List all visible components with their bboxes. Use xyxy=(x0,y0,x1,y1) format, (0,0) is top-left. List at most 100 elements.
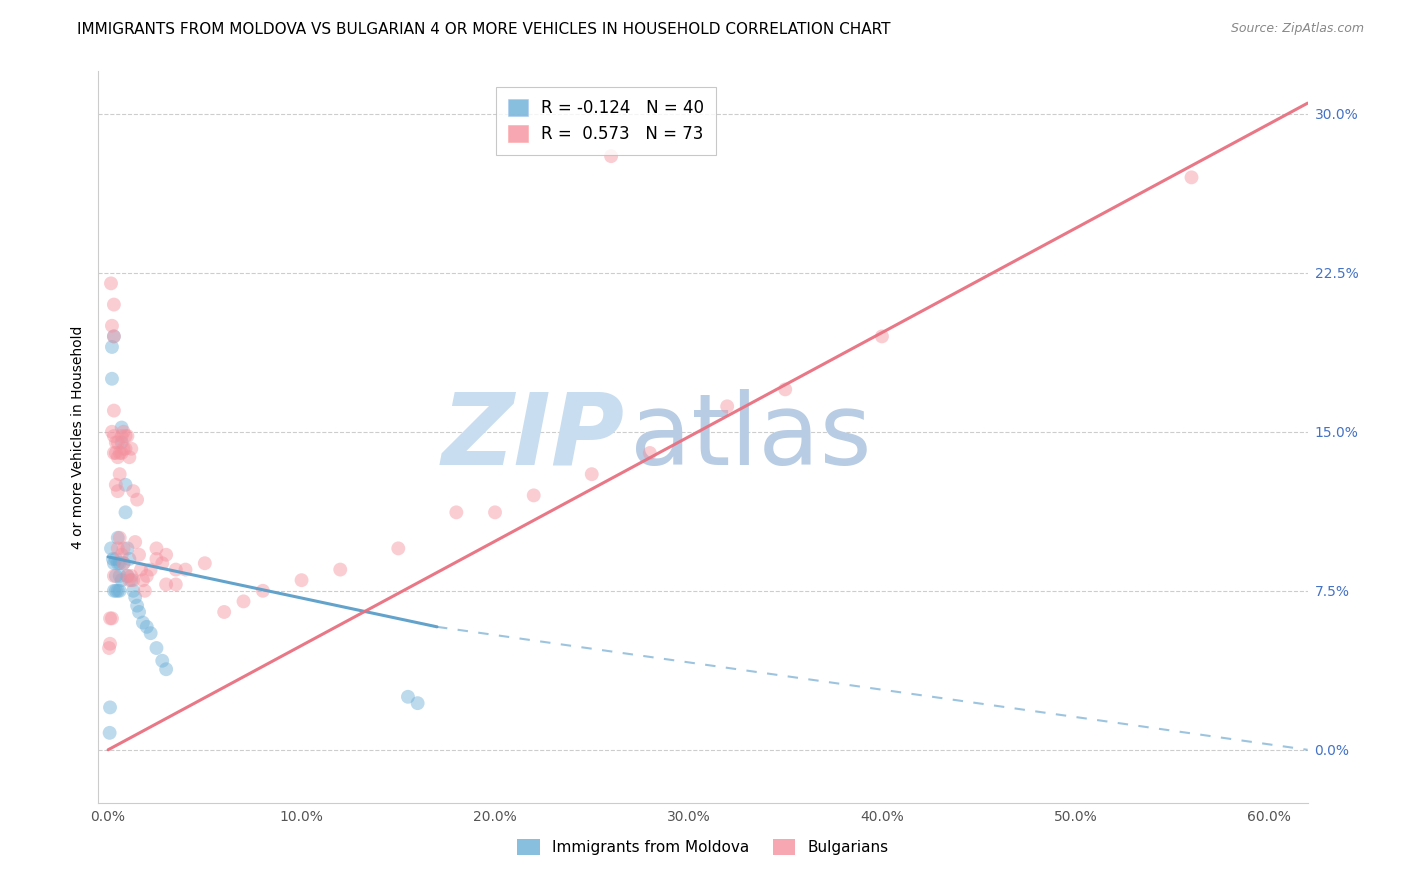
Point xyxy=(117,541,139,556)
Point xyxy=(128,605,150,619)
Point xyxy=(108,467,131,482)
Point xyxy=(132,573,155,587)
Point xyxy=(132,615,155,630)
Point xyxy=(118,450,141,465)
Point xyxy=(101,340,124,354)
Text: atlas: atlas xyxy=(630,389,872,485)
Point xyxy=(329,563,352,577)
Point xyxy=(120,569,142,583)
Point xyxy=(396,690,419,704)
Point xyxy=(406,696,429,710)
Point xyxy=(1180,170,1202,185)
Point xyxy=(103,446,125,460)
Point xyxy=(103,329,125,343)
Point xyxy=(212,605,235,619)
Point xyxy=(104,435,127,450)
Point xyxy=(252,583,274,598)
Point xyxy=(103,569,125,583)
Point xyxy=(139,626,162,640)
Point xyxy=(108,446,131,460)
Point xyxy=(139,563,162,577)
Point xyxy=(120,442,142,456)
Point xyxy=(150,556,173,570)
Point xyxy=(98,700,121,714)
Point xyxy=(103,429,125,443)
Point xyxy=(145,640,167,655)
Point xyxy=(120,573,142,587)
Point xyxy=(129,563,152,577)
Point xyxy=(122,573,145,587)
Point xyxy=(107,531,129,545)
Point xyxy=(103,403,125,417)
Point xyxy=(111,429,134,443)
Point xyxy=(101,425,124,439)
Point xyxy=(103,556,125,570)
Point xyxy=(581,467,603,482)
Point xyxy=(638,446,661,460)
Point xyxy=(124,535,146,549)
Point xyxy=(107,484,129,499)
Point xyxy=(112,425,135,439)
Point xyxy=(145,552,167,566)
Point xyxy=(104,552,127,566)
Point xyxy=(127,492,149,507)
Point xyxy=(124,590,146,604)
Point xyxy=(112,556,135,570)
Point xyxy=(150,654,173,668)
Point xyxy=(107,435,129,450)
Point xyxy=(165,577,187,591)
Point xyxy=(387,541,409,556)
Point xyxy=(98,640,121,655)
Text: ZIP: ZIP xyxy=(441,389,624,485)
Point xyxy=(112,556,135,570)
Text: Source: ZipAtlas.com: Source: ZipAtlas.com xyxy=(1230,22,1364,36)
Point xyxy=(114,477,136,491)
Point xyxy=(107,541,129,556)
Point xyxy=(174,563,197,577)
Point xyxy=(155,548,177,562)
Point xyxy=(135,569,157,583)
Point xyxy=(446,505,468,519)
Point xyxy=(117,429,139,443)
Y-axis label: 4 or more Vehicles in Household: 4 or more Vehicles in Household xyxy=(70,326,84,549)
Point xyxy=(155,662,177,676)
Point xyxy=(103,297,125,311)
Text: IMMIGRANTS FROM MOLDOVA VS BULGARIAN 4 OR MORE VEHICLES IN HOUSEHOLD CORRELATION: IMMIGRANTS FROM MOLDOVA VS BULGARIAN 4 O… xyxy=(77,22,891,37)
Point xyxy=(194,556,217,570)
Point xyxy=(127,599,149,613)
Point xyxy=(118,573,141,587)
Legend: Immigrants from Moldova, Bulgarians: Immigrants from Moldova, Bulgarians xyxy=(512,833,894,861)
Point xyxy=(100,277,122,291)
Point xyxy=(122,484,145,499)
Point xyxy=(716,400,738,414)
Point xyxy=(122,583,145,598)
Point xyxy=(111,446,134,460)
Point xyxy=(145,541,167,556)
Point xyxy=(104,583,127,598)
Point xyxy=(101,372,124,386)
Point xyxy=(98,637,121,651)
Point xyxy=(111,435,134,450)
Point xyxy=(135,620,157,634)
Point xyxy=(118,552,141,566)
Point xyxy=(101,318,124,333)
Point xyxy=(117,569,139,583)
Point xyxy=(114,442,136,456)
Point xyxy=(101,552,124,566)
Point xyxy=(870,329,893,343)
Point xyxy=(111,420,134,434)
Point xyxy=(108,583,131,598)
Point xyxy=(600,149,623,163)
Point xyxy=(98,726,121,740)
Point xyxy=(155,577,177,591)
Point xyxy=(103,583,125,598)
Point xyxy=(232,594,254,608)
Point xyxy=(100,541,122,556)
Point xyxy=(112,442,135,456)
Point xyxy=(134,583,156,598)
Point xyxy=(104,569,127,583)
Point xyxy=(108,569,131,583)
Point xyxy=(117,569,139,583)
Point xyxy=(484,505,506,519)
Point xyxy=(107,450,129,465)
